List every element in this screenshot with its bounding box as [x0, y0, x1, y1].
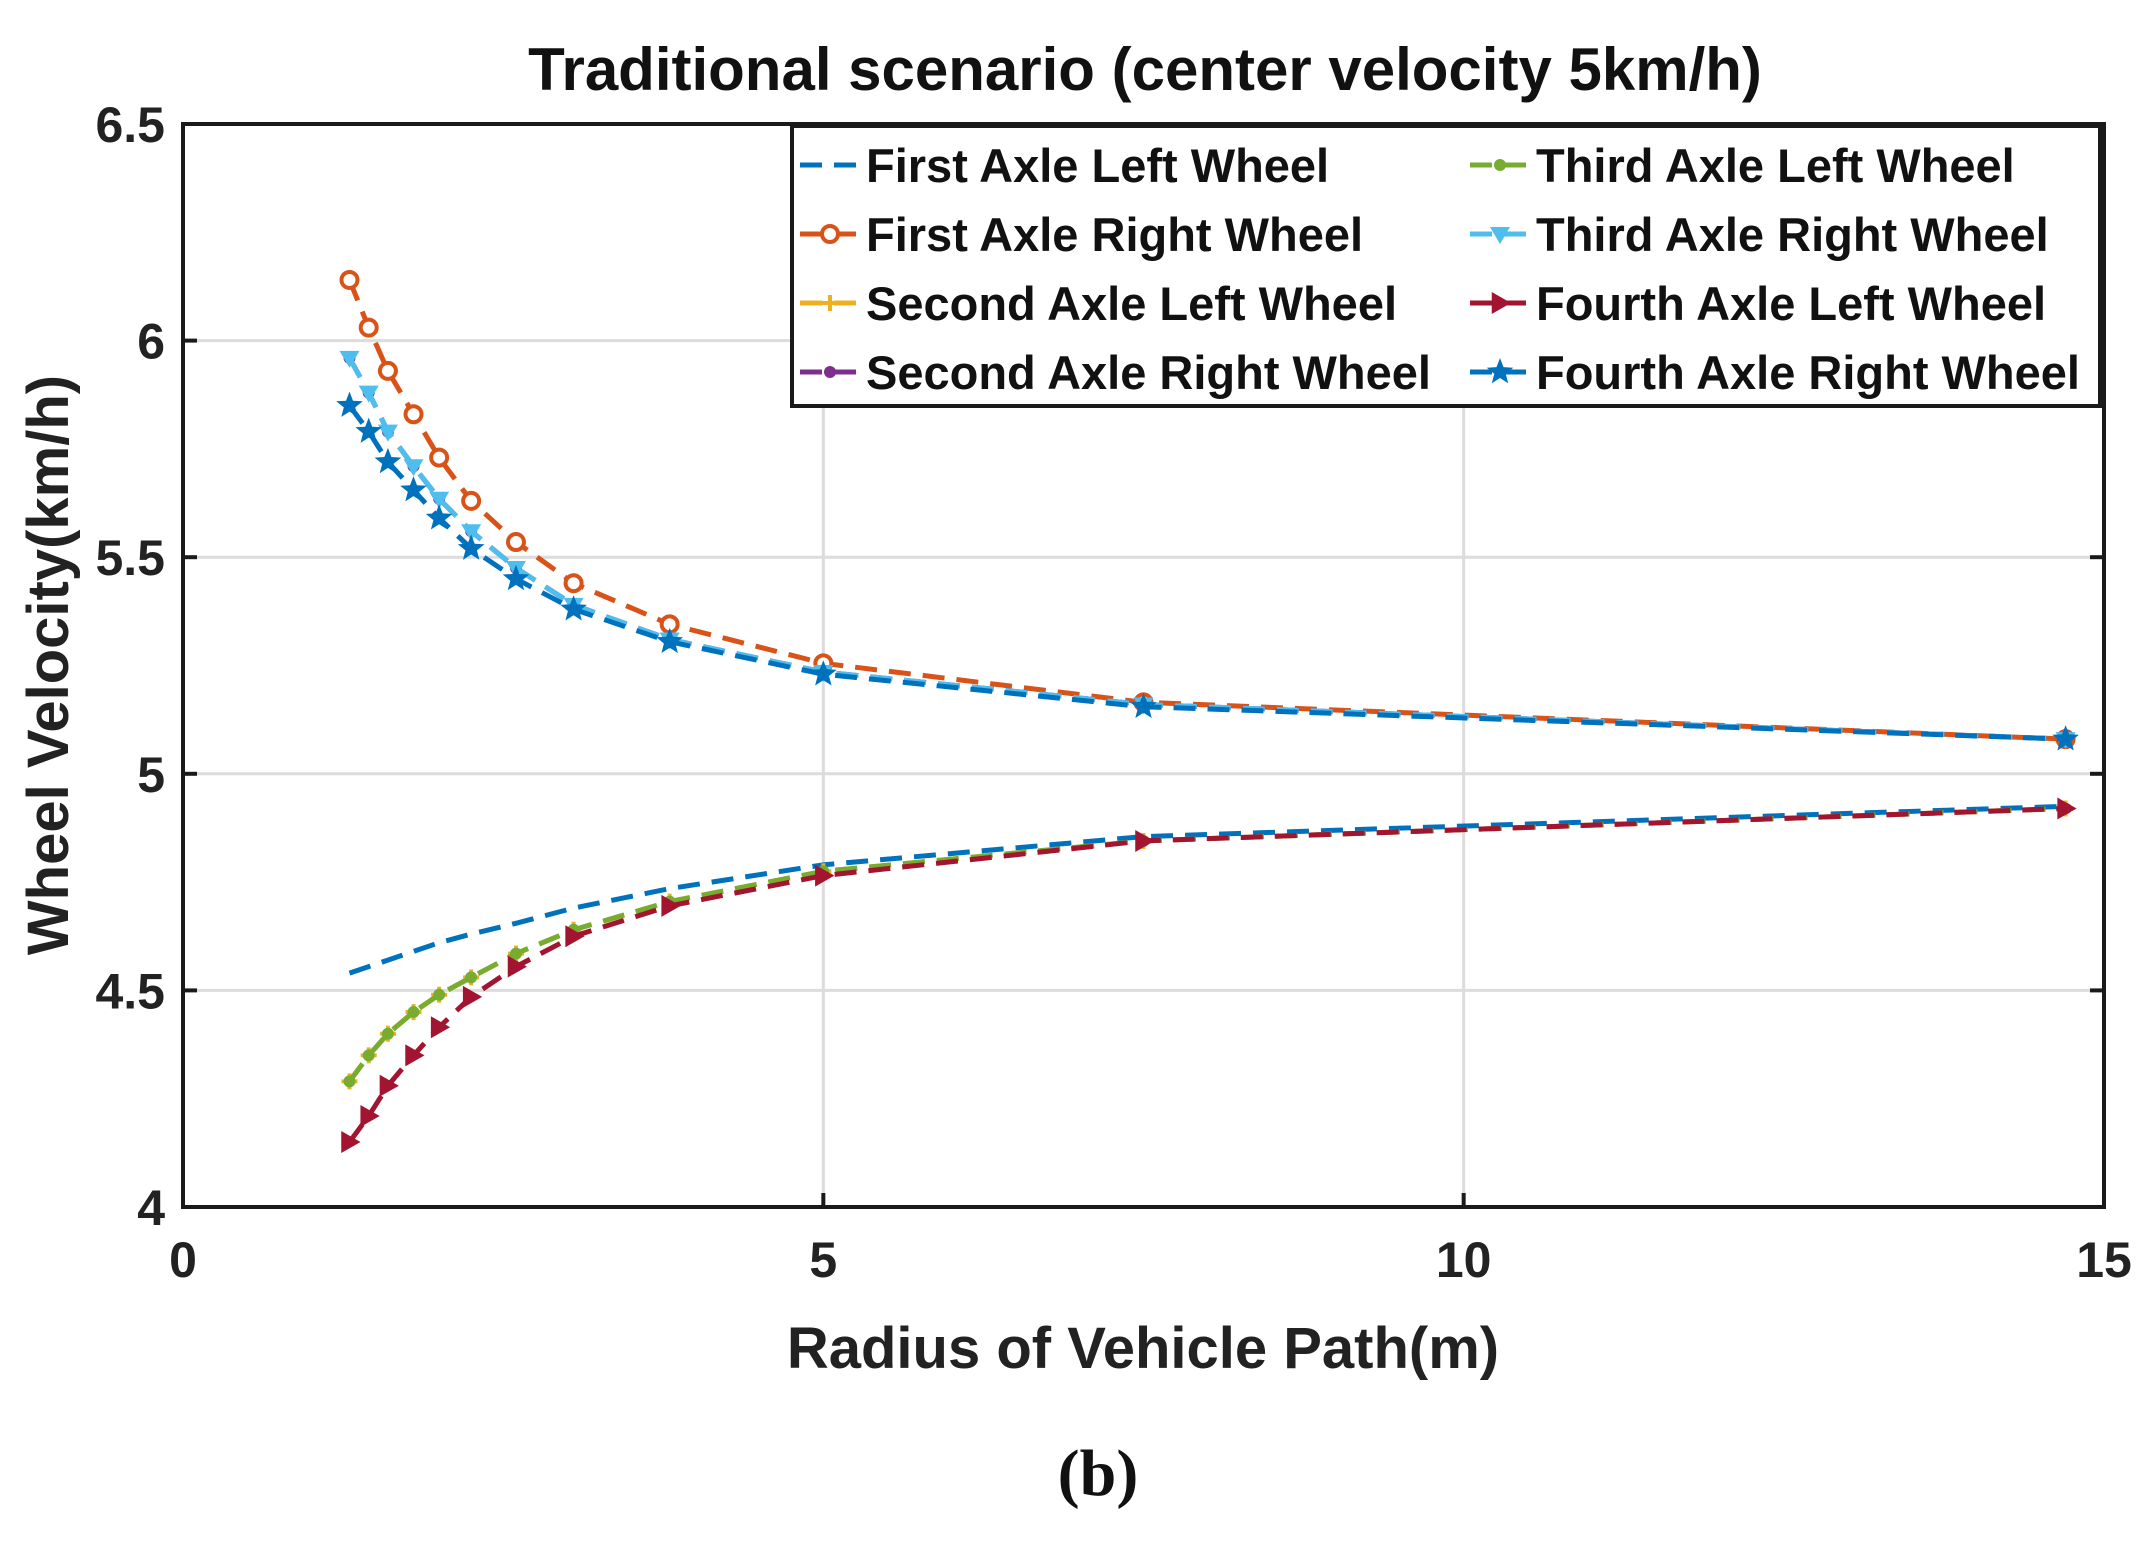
legend-item: Fourth Axle Left Wheel [1470, 277, 2046, 330]
series-line [347, 806, 2066, 1144]
data-point [377, 424, 398, 442]
legend-label: Fourth Axle Right Wheel [1536, 346, 2080, 399]
data-point [381, 1027, 394, 1040]
data-point [377, 360, 398, 381]
legend-marker [1491, 292, 1511, 314]
legend-item: Fourth Axle Right Wheel [1470, 346, 2080, 399]
series-line [347, 404, 2066, 742]
x-tick-label: 15 [2076, 1232, 2132, 1288]
legend-label: Second Axle Left Wheel [866, 277, 1397, 330]
data-point [661, 894, 681, 917]
series-line [347, 806, 2066, 1083]
legend-marker [1494, 159, 1506, 171]
legend-item: First Axle Left Wheel [800, 139, 1329, 192]
data-point [341, 1131, 361, 1154]
data-point [362, 1049, 375, 1062]
series-first-axle-left-wheel [348, 803, 2066, 976]
legend-items: First Axle Left Wheel First Axle Right Wh… [800, 139, 2080, 399]
y-tick-label: 5.5 [95, 530, 165, 586]
legend-box [790, 124, 2102, 408]
data-point [2057, 797, 2077, 820]
data-point [403, 459, 424, 477]
data-point [400, 476, 427, 502]
data-point [815, 864, 835, 887]
series-fourth-axle-left-wheel [341, 797, 2077, 1154]
series-layer [336, 269, 2079, 1154]
legend-label: Third Axle Left Wheel [1536, 139, 2015, 192]
data-point [502, 564, 530, 591]
data-point [407, 1006, 420, 1019]
data-point [430, 1016, 451, 1039]
figure-caption: (b) [1058, 1437, 1139, 1510]
legend-item: Second Axle Left Wheel [800, 277, 1397, 330]
data-point [509, 947, 522, 960]
series-line [347, 279, 2066, 742]
series-fourth-axle-right-wheel [336, 391, 2079, 751]
data-point [563, 573, 584, 594]
data-point [507, 955, 527, 978]
legend-marker [822, 295, 838, 311]
legend-marker [1486, 358, 1514, 384]
data-point [461, 490, 482, 511]
data-point [1135, 829, 1155, 852]
data-point [560, 595, 587, 621]
legend: First Axle Left Wheel First Axle Right Wh… [790, 124, 2102, 408]
x-tick-label: 5 [809, 1232, 837, 1288]
data-point [358, 385, 379, 403]
data-point [425, 504, 453, 530]
data-point [810, 660, 837, 686]
x-tick-label: 10 [1436, 1232, 1492, 1288]
x-tick-label: 0 [169, 1232, 197, 1288]
data-point [339, 350, 360, 368]
data-point [465, 971, 478, 984]
legend-marker [824, 366, 836, 378]
data-point [505, 532, 526, 553]
legend-label: First Axle Left Wheel [866, 139, 1329, 192]
tick-layer: 0 5 10 15 4 4.5 5 5.5 6 6.5 [95, 97, 2131, 1288]
data-point [405, 1044, 425, 1067]
data-point [656, 627, 683, 653]
y-axis-label: Wheel Velocity(km/h) [16, 375, 81, 955]
data-point [403, 404, 424, 425]
data-point [358, 317, 379, 338]
x-axis-label: Radius of Vehicle Path(m) [787, 1316, 1499, 1381]
data-point [355, 417, 382, 443]
data-point [565, 925, 585, 948]
legend-item: Third Axle Right Wheel [1470, 208, 2049, 261]
legend-item: First Axle Right Wheel [800, 208, 1363, 261]
legend-label: Second Axle Right Wheel [866, 346, 1431, 399]
legend-item: Third Axle Left Wheel [1470, 139, 2015, 192]
y-tick-label: 6 [137, 314, 165, 370]
data-point [429, 447, 450, 468]
y-tick-label: 6.5 [95, 97, 165, 153]
data-point [433, 988, 446, 1001]
data-point [457, 534, 485, 560]
data-point [343, 1075, 356, 1088]
data-point [2052, 725, 2079, 751]
data-point [339, 269, 360, 290]
data-point [429, 491, 450, 509]
data-point [1130, 692, 1157, 718]
series-line [348, 803, 2066, 976]
data-point [379, 1074, 399, 1097]
data-point [374, 447, 402, 474]
data-point [461, 524, 482, 542]
data-point [462, 985, 483, 1008]
legend-item: Second Axle Right Wheel [800, 346, 1431, 399]
legend-label: First Axle Right Wheel [866, 208, 1363, 261]
y-tick-label: 5 [137, 747, 165, 803]
legend-label: Third Axle Right Wheel [1536, 208, 2049, 261]
data-point [336, 391, 363, 417]
data-point [360, 1105, 380, 1128]
y-tick-label: 4 [137, 1180, 165, 1236]
chart-title: Traditional scenario (center velocity 5k… [528, 36, 1762, 103]
y-tick-label: 4.5 [95, 963, 165, 1019]
legend-marker [820, 224, 840, 244]
legend-label: Fourth Axle Left Wheel [1536, 277, 2046, 330]
legend-marker [1490, 227, 1510, 244]
